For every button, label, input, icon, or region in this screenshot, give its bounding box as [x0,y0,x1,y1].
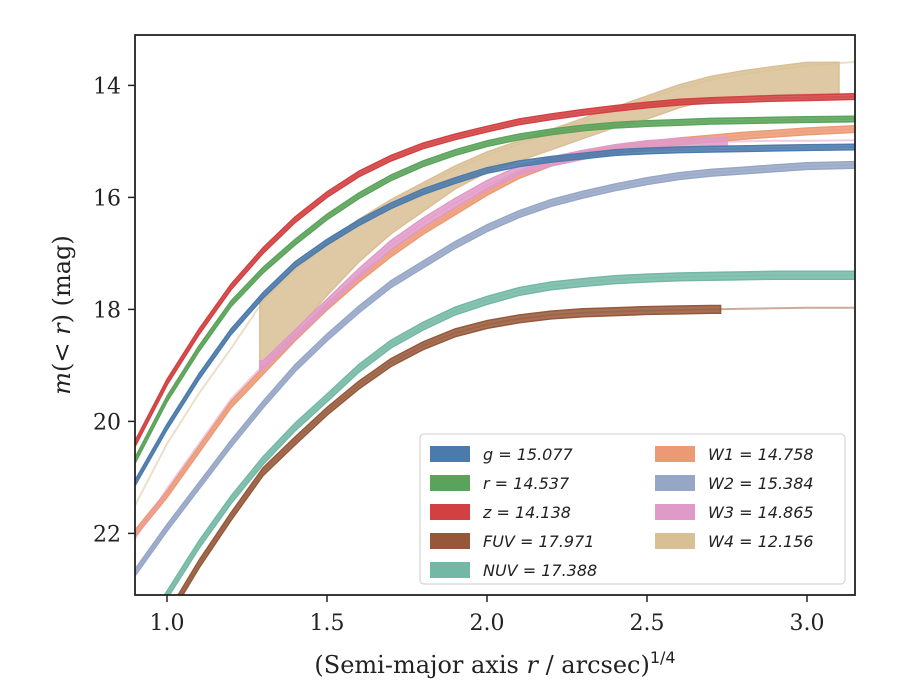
x-tick-label: 2.5 [630,611,665,636]
legend-swatch-W2 [655,475,695,491]
x-tick-label: 1.0 [150,611,185,636]
series-g-band [135,143,855,488]
y-tick-label: 16 [93,186,121,211]
x-tick-label: 1.5 [310,611,345,636]
y-tick-label: 14 [93,74,121,99]
legend-swatch-FUV [430,533,470,549]
y-axis-ticks: 14 16 18 20 22 [93,74,135,547]
legend-swatch-NUV [430,562,470,578]
legend-label-W2: W2 = 15.384 [708,474,814,493]
series-W2-band [135,160,855,578]
y-axis-label: m(< r) (mag) [48,235,76,395]
legend-label-W3: W3 = 14.865 [708,503,814,522]
legend-label-W1: W1 = 14.758 [708,445,814,464]
legend-label-z: z = 14.138 [482,503,571,522]
legend-swatch-W4 [655,533,695,549]
y-tick-label: 22 [93,522,121,547]
series-FUV-band [177,304,722,595]
legend-swatch-g [430,446,470,462]
x-axis-ticks: 1.0 1.5 2.0 2.5 3.0 [150,595,825,636]
x-tick-label: 3.0 [790,611,825,636]
legend-label-r: r = 14.537 [483,474,570,493]
series-layer [135,60,855,595]
legend-swatch-z [430,504,470,520]
y-tick-label: 20 [93,410,121,435]
legend-label-NUV: NUV = 17.388 [483,561,597,580]
x-tick-label: 2.0 [470,611,505,636]
series-r-band [135,115,855,464]
legend-box [419,433,846,585]
legend-label-FUV: FUV = 17.971 [483,532,594,551]
series-NUV-band [163,270,855,595]
plot-frame [134,34,856,596]
legend-swatch-r [430,475,470,491]
legend-label-W4: W4 = 12.156 [708,532,814,551]
legend-swatch-W1 [655,446,695,462]
series-z-band [135,93,855,447]
legend: g = 15.077 r = 14.537 z = 14.138 FUV = 17.9… [419,433,846,585]
y-tick-label: 18 [93,298,121,323]
x-axis-label: (Semi-major axis r / arcsec)1/4 [314,648,675,679]
legend-swatch-W3 [655,504,695,520]
legend-label-g: g = 15.077 [483,445,574,464]
